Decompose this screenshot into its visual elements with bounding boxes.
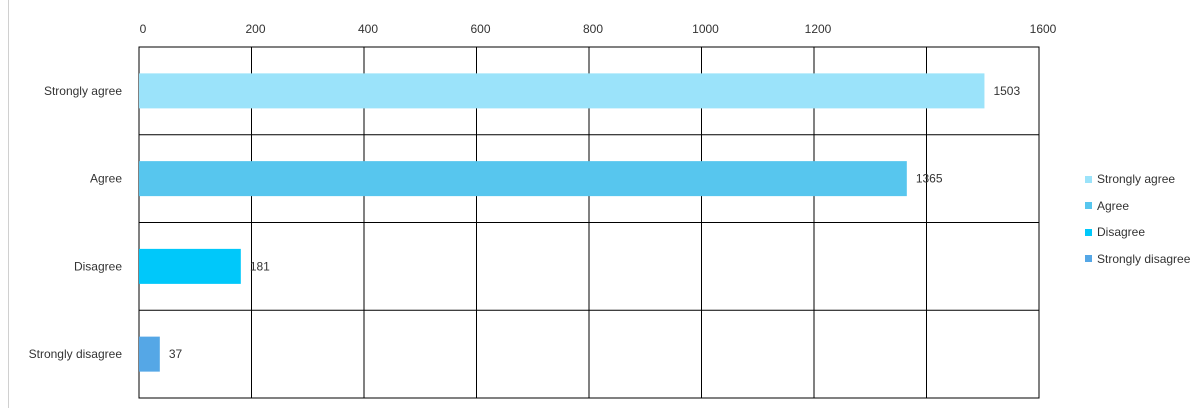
data-label-disagree: 181 [250, 259, 270, 273]
category-label-strongly-agree: Strongly agree [44, 84, 122, 98]
legend-swatch-agree [1085, 202, 1092, 210]
legend-label-strongly-agree: Strongly agree [1097, 172, 1176, 187]
x-tick-label-1600: 1600 [1030, 22, 1057, 36]
data-label-strongly-agree: 1503 [993, 84, 1020, 98]
category-label-disagree: Disagree [74, 259, 122, 273]
x-tick-label-400: 400 [358, 22, 378, 36]
bar-strongly-disagree [139, 336, 160, 372]
x-tick-label-1000: 1000 [692, 22, 719, 36]
data-label-agree: 1365 [916, 172, 943, 186]
x-tick-label-800: 800 [583, 22, 603, 36]
legend-item-agree: Agree [1085, 193, 1190, 220]
x-tick-label-600: 600 [470, 22, 490, 36]
category-label-strongly-disagree: Strongly disagree [29, 347, 123, 361]
legend: Strongly agree Agree Disagree Strongly d… [1085, 166, 1190, 272]
category-label-agree: Agree [90, 172, 122, 186]
x-tick-label-200: 200 [245, 22, 265, 36]
legend-item-strongly-agree: Strongly agree [1085, 166, 1190, 193]
bar-disagree [139, 248, 241, 284]
legend-label-disagree: Disagree [1097, 225, 1146, 240]
bar-strongly-agree [139, 73, 985, 109]
legend-swatch-strongly-disagree [1085, 255, 1092, 263]
x-tick-label-0: 0 [140, 22, 147, 36]
legend-label-strongly-disagree: Strongly disagree [1097, 251, 1191, 266]
legend-item-disagree: Disagree [1085, 219, 1190, 246]
legend-label-agree: Agree [1097, 198, 1130, 213]
legend-swatch-disagree [1085, 228, 1092, 236]
chart-frame-edge [8, 0, 9, 408]
legend-swatch-strongly-agree [1085, 175, 1092, 183]
bar-agree [139, 161, 907, 197]
x-tick-label-1200: 1200 [805, 22, 832, 36]
legend-item-strongly-disagree: Strongly disagree [1085, 246, 1190, 273]
data-label-strongly-disagree: 37 [169, 347, 183, 361]
